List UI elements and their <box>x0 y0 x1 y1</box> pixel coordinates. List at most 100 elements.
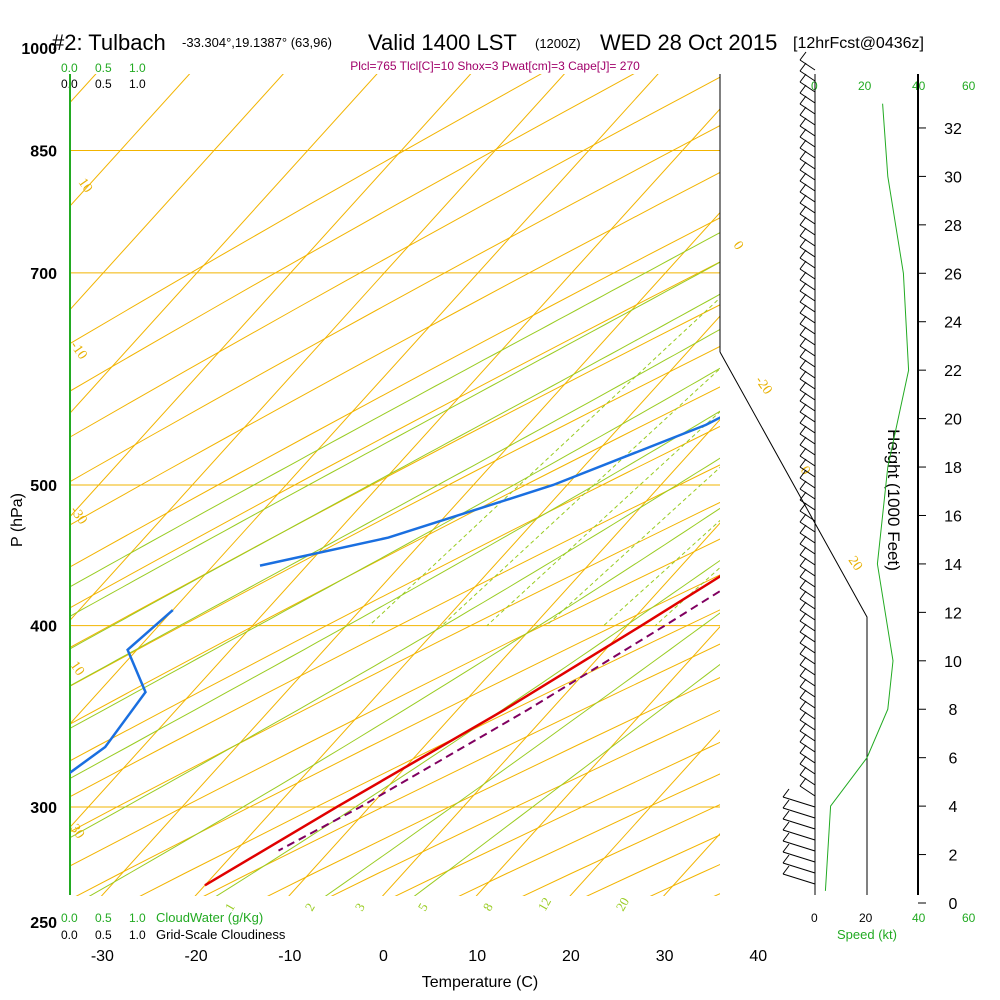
x-tick-label: -30 <box>91 948 114 965</box>
wind-barb-flag <box>799 271 807 281</box>
p-tick-label: 700 <box>30 266 57 283</box>
wind-barb <box>799 334 816 346</box>
isotherm-label: 20 <box>845 554 865 574</box>
x-tick-label: 10 <box>468 948 486 965</box>
wind-barb-flag <box>799 304 807 314</box>
wind-barb <box>799 257 816 269</box>
wind-barb-flag <box>799 667 807 677</box>
wind-barb-flag <box>799 73 807 83</box>
height-tick-label: 8 <box>949 702 958 719</box>
wind-barb <box>799 114 816 126</box>
cloud-bot-black-0: 0.0 <box>61 928 78 942</box>
wind-barb <box>799 246 816 258</box>
mixing-ratio-line <box>441 367 720 627</box>
right-frame-slant <box>719 351 868 895</box>
height-tick-label: 12 <box>944 605 962 622</box>
wind-barb <box>799 576 816 588</box>
dry-adiabat <box>70 501 720 833</box>
mixing-ratio-label: 12 <box>535 895 554 914</box>
wind-barb-flag <box>799 579 807 589</box>
cloud-bot-black-1: 0.5 <box>95 928 112 942</box>
moist-adiabat <box>70 457 720 839</box>
wind-barb-flag <box>799 381 807 391</box>
height-tick-label: 22 <box>944 363 962 380</box>
wind-barb-flag <box>799 216 807 226</box>
wind-speed-profile <box>824 103 910 891</box>
wind-barb <box>799 620 816 632</box>
x-tick-label: 40 <box>749 948 767 965</box>
cloud-bot-green-2: 1.0 <box>129 911 146 925</box>
wind-barb-flag <box>799 183 807 193</box>
moist-adiabat <box>70 367 720 729</box>
wind-barb-flag <box>799 513 807 523</box>
cloud-top-green-2: 1.0 <box>129 61 146 75</box>
isotherm-line <box>70 74 191 207</box>
isotherm-line <box>100 211 720 896</box>
wind-barb-flag <box>799 315 807 325</box>
wind-barb-flag <box>782 788 790 798</box>
height-tick-label: 32 <box>944 121 962 138</box>
x-tick-label: 30 <box>656 948 674 965</box>
wind-barb-flag <box>799 403 807 413</box>
isotherm-line <box>0 48 26 922</box>
speed-bot-20: 20 <box>859 911 873 925</box>
wind-barb-flag <box>799 612 807 622</box>
p-tick-label: 300 <box>30 800 57 817</box>
wind-barb <box>799 312 816 324</box>
forecast-label: [12hrFcst@0436z] <box>793 35 924 52</box>
wind-barb <box>782 873 816 885</box>
wind-barb-flag <box>782 843 790 853</box>
cloud-bot-green-1: 0.5 <box>95 911 112 925</box>
dry-adiabat <box>70 217 720 568</box>
wind-barb-flag <box>799 469 807 479</box>
isotherm-line <box>828 48 1000 922</box>
wind-barb <box>799 631 816 643</box>
dry-adiabat <box>70 538 720 867</box>
wind-barb <box>799 92 816 104</box>
height-tick-label: 14 <box>944 557 962 574</box>
wind-barb-flag <box>799 645 807 655</box>
wind-barb <box>799 708 816 720</box>
wind-barb-flag <box>799 84 807 94</box>
wind-barb <box>782 807 816 819</box>
wind-barb <box>799 444 816 456</box>
valid-time: Valid 1400 LST <box>368 30 517 55</box>
isotherm-line <box>70 108 720 829</box>
dry-adiabat <box>70 74 635 392</box>
wind-barb <box>799 532 816 544</box>
moist-adiabat <box>324 612 720 896</box>
cloudwater-label: CloudWater (g/Kg) <box>156 910 263 925</box>
dry-adiabat <box>70 304 720 649</box>
wind-barb <box>799 180 816 192</box>
mixing-ratio-label: 3 <box>352 900 368 913</box>
height-tick-label: 28 <box>944 218 962 235</box>
wind-barb <box>799 554 816 566</box>
station-coords: -33.304°,19.1387° (63,96) <box>182 35 332 50</box>
wind-barb <box>799 125 816 137</box>
wind-barb <box>799 741 816 753</box>
cloudiness-label: Grid-Scale Cloudiness <box>156 927 286 942</box>
wind-barb-flag <box>799 634 807 644</box>
speed-top-60: 60 <box>962 79 976 93</box>
x-tick-label: 20 <box>562 948 580 965</box>
wind-barb <box>799 642 816 654</box>
dry-adiabat <box>586 834 720 896</box>
wind-barb <box>799 433 816 445</box>
p-tick-label: 250 <box>30 915 57 932</box>
wind-barb <box>799 279 816 291</box>
wind-barb <box>782 862 816 874</box>
dry-adiabat <box>70 386 720 725</box>
cloud-bot-green-0: 0.0 <box>61 911 78 925</box>
wind-barb <box>782 796 816 808</box>
wind-barb <box>799 521 816 533</box>
wind-barb <box>799 477 816 489</box>
wind-barb-flag <box>799 205 807 215</box>
wind-barb-flag <box>799 458 807 468</box>
wind-barb-flag <box>782 854 790 864</box>
mixing-ratio-label: 20 <box>613 895 632 914</box>
isotherm-line <box>70 74 659 725</box>
isotherm-line <box>381 522 720 896</box>
wind-barb-flag <box>799 777 807 787</box>
wind-barb-flag <box>799 139 807 149</box>
wind-barb-flag <box>799 733 807 743</box>
